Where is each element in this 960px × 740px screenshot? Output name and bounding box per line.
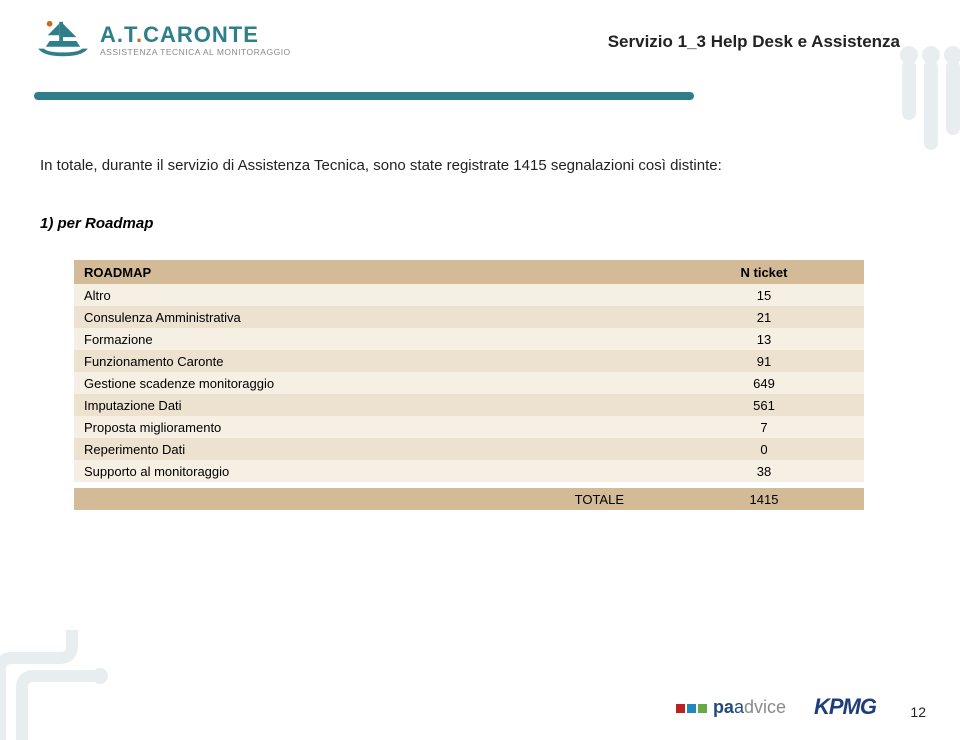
table-row: Altro15 bbox=[74, 284, 864, 306]
section-heading: 1) per Roadmap bbox=[40, 215, 153, 232]
brand-pre: A.T bbox=[100, 22, 136, 47]
roadmap-table: ROADMAP N ticket Altro15Consulenza Ammin… bbox=[74, 260, 864, 510]
table-header-row: ROADMAP N ticket bbox=[74, 260, 864, 284]
row-label: Funzionamento Caronte bbox=[74, 350, 664, 372]
paadvice-dvice: dvice bbox=[744, 697, 786, 718]
row-value: 21 bbox=[664, 306, 864, 328]
row-label: Formazione bbox=[74, 328, 664, 350]
table-row: Formazione13 bbox=[74, 328, 864, 350]
paadvice-a: a bbox=[734, 697, 744, 718]
brand-text: A.T.CARONTE ASSISTENZA TECNICA AL MONITO… bbox=[100, 24, 291, 57]
brand-subtitle: ASSISTENZA TECNICA AL MONITORAGGIO bbox=[100, 48, 291, 57]
row-label: Consulenza Amministrativa bbox=[74, 306, 664, 328]
paadvice-square-icon bbox=[698, 704, 707, 713]
paadvice-logo: paadvice bbox=[676, 697, 786, 718]
row-label: Altro bbox=[74, 284, 664, 306]
footer-logos: paadvice KPMG bbox=[676, 694, 876, 720]
deco-tube bbox=[902, 60, 916, 120]
table-row: Proposta miglioramento7 bbox=[74, 416, 864, 438]
total-value: 1415 bbox=[664, 488, 864, 510]
table-row: Consulenza Amministrativa21 bbox=[74, 306, 864, 328]
total-label: TOTALE bbox=[74, 488, 664, 510]
table-row: Funzionamento Caronte91 bbox=[74, 350, 864, 372]
brand-header: A.T.CARONTE ASSISTENZA TECNICA AL MONITO… bbox=[34, 18, 291, 62]
row-label: Proposta miglioramento bbox=[74, 416, 664, 438]
row-value: 0 bbox=[664, 438, 864, 460]
page-number: 12 bbox=[910, 704, 926, 720]
paadvice-square-icon bbox=[676, 704, 685, 713]
row-value: 15 bbox=[664, 284, 864, 306]
kpmg-logo: KPMG bbox=[814, 694, 876, 720]
deco-tube bbox=[946, 60, 960, 135]
brand-main: A.T.CARONTE bbox=[100, 24, 291, 46]
row-label: Gestione scadenze monitoraggio bbox=[74, 372, 664, 394]
header-rule bbox=[34, 92, 694, 100]
table-total-row: TOTALE1415 bbox=[74, 488, 864, 510]
row-label: Imputazione Dati bbox=[74, 394, 664, 416]
decoration-top-tubes bbox=[902, 60, 960, 150]
col-header-roadmap: ROADMAP bbox=[74, 260, 664, 284]
row-label: Supporto al monitoraggio bbox=[74, 460, 664, 482]
decoration-bottom-tubes bbox=[0, 630, 140, 740]
table-row: Supporto al monitoraggio38 bbox=[74, 460, 864, 482]
row-value: 561 bbox=[664, 394, 864, 416]
table-row: Imputazione Dati561 bbox=[74, 394, 864, 416]
row-value: 91 bbox=[664, 350, 864, 372]
paadvice-pa: pa bbox=[713, 697, 734, 718]
table-row: Gestione scadenze monitoraggio649 bbox=[74, 372, 864, 394]
deco-tube bbox=[924, 60, 938, 150]
row-value: 38 bbox=[664, 460, 864, 482]
col-header-nticket: N ticket bbox=[664, 260, 864, 284]
row-value: 13 bbox=[664, 328, 864, 350]
table-row: Reperimento Dati0 bbox=[74, 438, 864, 460]
row-value: 7 bbox=[664, 416, 864, 438]
row-label: Reperimento Dati bbox=[74, 438, 664, 460]
intro-paragraph: In totale, durante il servizio di Assist… bbox=[40, 155, 722, 178]
brand-post: CARONTE bbox=[143, 22, 259, 47]
paadvice-square-icon bbox=[687, 704, 696, 713]
row-value: 649 bbox=[664, 372, 864, 394]
ship-logo-icon bbox=[34, 18, 92, 62]
page-title: Servizio 1_3 Help Desk e Assistenza bbox=[608, 32, 900, 52]
